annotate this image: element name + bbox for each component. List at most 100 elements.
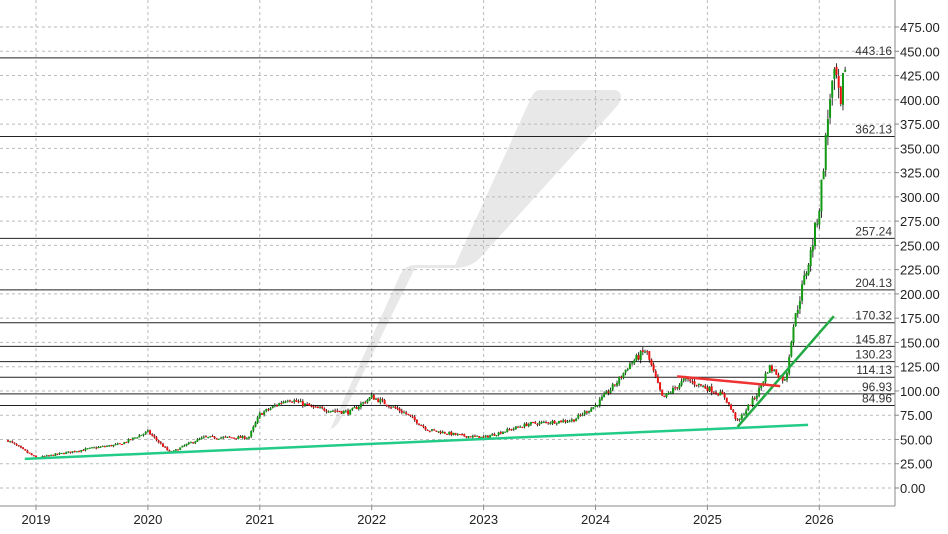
candle-up <box>501 432 504 434</box>
candle-down <box>334 410 337 412</box>
candle-up <box>747 404 750 410</box>
candle-up <box>527 424 530 427</box>
candle-down <box>536 423 539 425</box>
candle-down <box>280 402 283 404</box>
candle-up <box>476 435 479 437</box>
candle-down <box>717 393 720 396</box>
candle-up <box>542 421 545 423</box>
candle-up <box>362 402 365 404</box>
candle-down <box>478 436 481 439</box>
candle-down <box>24 449 27 451</box>
candle-down <box>721 391 724 394</box>
candle-down <box>753 397 756 399</box>
candle-down <box>325 410 328 412</box>
candle-up <box>88 447 91 449</box>
candle-up <box>146 430 149 432</box>
candle-down <box>426 429 429 431</box>
y-tick-label: 225.00 <box>900 263 940 278</box>
candle-up <box>140 434 143 436</box>
candle-up <box>368 397 371 401</box>
candle-up <box>207 436 210 438</box>
level-label: 84.96 <box>862 392 892 406</box>
candle-down <box>394 406 397 409</box>
candle-down <box>676 387 679 389</box>
candle-up <box>592 407 595 409</box>
candle-up <box>719 391 722 396</box>
candle-down <box>164 446 167 448</box>
candle-up <box>495 435 498 437</box>
candle-down <box>69 451 72 453</box>
candle-up <box>822 170 825 180</box>
candle-up <box>824 135 827 170</box>
candle-up <box>816 223 819 225</box>
candle-down <box>291 401 294 403</box>
candle-down <box>232 437 235 439</box>
candle-down <box>545 422 548 424</box>
candle-down <box>121 444 124 446</box>
candle-up <box>196 439 199 442</box>
candle-down <box>661 389 664 396</box>
candle-down <box>499 432 502 434</box>
candle-down <box>607 391 610 393</box>
candle-down <box>52 454 55 456</box>
candle-up <box>768 365 771 373</box>
candle-up <box>667 392 670 395</box>
candle-up <box>616 383 619 386</box>
candle-down <box>415 419 418 424</box>
candle-up <box>144 431 147 434</box>
candle-up <box>189 442 192 444</box>
candle-up <box>702 385 705 387</box>
candle-up <box>624 369 627 373</box>
candle-down <box>648 351 651 360</box>
candle-down <box>125 442 128 444</box>
candle-up <box>796 309 799 314</box>
candle-down <box>749 404 752 406</box>
candle-down <box>15 443 18 446</box>
candle-up <box>286 400 289 402</box>
level-label: 145.87 <box>855 332 892 346</box>
candle-down <box>149 430 152 435</box>
candle-down <box>161 443 164 447</box>
candle-up <box>54 453 57 456</box>
candle-up <box>248 436 251 439</box>
candle-down <box>383 399 386 405</box>
candle-up <box>342 410 345 414</box>
candle-down <box>22 447 25 449</box>
y-tick-label: 300.00 <box>900 190 940 205</box>
candle-up <box>575 418 578 422</box>
candle-up <box>402 412 405 414</box>
candle-down <box>654 371 657 378</box>
candle-up <box>538 422 541 425</box>
candle-up <box>327 411 330 413</box>
level-label: 96.93 <box>862 380 892 394</box>
candle-down <box>727 402 730 405</box>
candle-down <box>525 423 528 427</box>
candle-up <box>456 434 459 436</box>
candle-down <box>689 379 692 382</box>
candle-up <box>370 395 373 398</box>
candle-up <box>570 419 573 422</box>
candle-down <box>215 438 218 440</box>
candle-up <box>680 381 683 386</box>
trendline <box>736 315 835 428</box>
candle-up <box>106 445 109 447</box>
x-tick-label: 2019 <box>22 512 51 527</box>
candle-down <box>276 405 279 407</box>
candle-down <box>560 420 563 423</box>
candle-up <box>740 414 743 419</box>
candle-up <box>293 400 296 402</box>
candle-up <box>252 426 255 431</box>
candle-down <box>482 436 485 438</box>
candle-down <box>316 406 319 409</box>
candle-down <box>377 398 380 403</box>
candle-down <box>28 452 31 454</box>
candle-up <box>71 451 74 453</box>
candle-up <box>809 250 812 267</box>
candle-up <box>258 412 261 418</box>
candle-down <box>192 442 195 444</box>
candle-down <box>641 350 644 352</box>
candle-down <box>837 75 840 88</box>
candle-up <box>353 407 356 409</box>
candle-down <box>510 429 513 431</box>
